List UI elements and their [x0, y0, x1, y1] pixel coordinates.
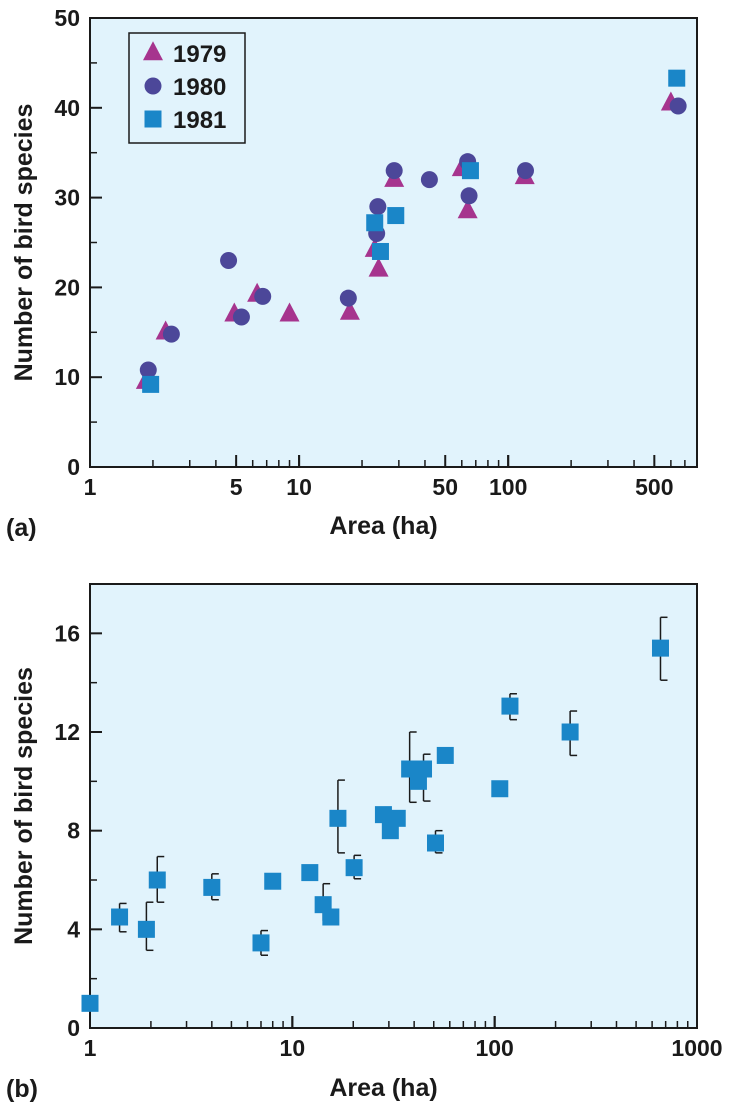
- legend-marker-square: [144, 110, 162, 128]
- data-point-circle: [232, 308, 250, 326]
- data-point-square: [81, 994, 99, 1012]
- panel-b-plot-area: [89, 583, 698, 1029]
- panel-a-ticks: [89, 17, 698, 468]
- legend-marker-circle: [144, 77, 162, 95]
- legend-label: 1979: [173, 41, 226, 68]
- data-point-triangle: [457, 199, 478, 219]
- data-point-square: [436, 746, 454, 764]
- y-tick-label: 0: [67, 454, 80, 480]
- data-point-circle: [516, 162, 534, 180]
- panel-a-points: [135, 69, 687, 393]
- panel-a-label: (a): [6, 514, 37, 542]
- y-tick-label: 20: [54, 274, 80, 300]
- data-point-square: [148, 871, 166, 889]
- data-point-square: [374, 806, 392, 824]
- data-point-square: [651, 639, 669, 657]
- panel-b-x-axis-title: Area (ha): [329, 1074, 437, 1102]
- data-point-square: [415, 760, 433, 778]
- data-point-triangle: [279, 302, 300, 322]
- data-point-circle: [139, 361, 157, 379]
- x-tick-label: 1: [84, 1035, 97, 1061]
- data-point-square: [388, 809, 406, 827]
- data-point-square: [366, 214, 384, 232]
- data-point-square: [203, 878, 221, 896]
- data-point-square: [426, 834, 444, 852]
- data-point-square: [501, 697, 519, 715]
- data-point-circle: [220, 251, 238, 269]
- legend-label: 1980: [173, 74, 226, 101]
- data-point-square: [491, 780, 509, 798]
- x-tick-label: 10: [280, 1035, 306, 1061]
- data-point-square: [264, 872, 282, 890]
- data-point-square: [668, 69, 686, 87]
- panel-a: 0 10 20 30 40 50 1 5 10 50 100 500 1979 1980 1981 Num…: [6, 5, 698, 542]
- data-point-square: [345, 859, 363, 877]
- data-point-square: [561, 723, 579, 741]
- x-tick-label: 1: [84, 474, 97, 500]
- y-tick-label: 8: [67, 818, 80, 844]
- panel-b-ticks: [89, 632, 698, 1029]
- y-tick-label: 10: [54, 364, 80, 390]
- x-tick-label: 10: [286, 474, 312, 500]
- data-point-circle: [420, 171, 438, 189]
- legend-marker-triangle: [143, 41, 163, 61]
- data-point-triangle: [339, 300, 360, 320]
- data-point-triangle: [368, 257, 389, 277]
- data-point-circle: [254, 287, 272, 305]
- panel-a-y-axis-title: Number of bird species: [10, 104, 38, 382]
- y-tick-label: 50: [54, 5, 80, 31]
- data-point-square: [329, 809, 347, 827]
- y-tick-label: 30: [54, 185, 80, 211]
- data-point-circle: [339, 289, 357, 307]
- data-point-square: [322, 908, 340, 926]
- panel-a-tick-labels: 0 10 20 30 40 50 1 5 10 50 100 500: [54, 5, 673, 500]
- data-point-circle: [385, 162, 403, 180]
- data-point-circle: [369, 198, 387, 216]
- panel-b: 0 4 8 12 16 1 10 100 1000 Number of bird species…: [6, 583, 723, 1103]
- x-tick-label: 1000: [671, 1035, 722, 1061]
- x-tick-label: 500: [635, 474, 673, 500]
- data-point-square: [301, 864, 319, 882]
- data-point-circle: [460, 187, 478, 205]
- y-tick-label: 40: [54, 95, 80, 121]
- x-tick-label: 100: [475, 1035, 513, 1061]
- data-point-square: [387, 207, 405, 225]
- panel-b-label: (b): [6, 1075, 38, 1103]
- panel-a-legend: 1979 1980 1981: [128, 32, 246, 144]
- data-point-square: [111, 908, 129, 926]
- y-tick-label: 16: [54, 620, 80, 646]
- data-point-circle: [162, 325, 180, 343]
- data-point-square: [371, 242, 389, 260]
- data-point-square: [137, 920, 155, 938]
- x-tick-label: 5: [230, 474, 243, 500]
- data-point-square: [252, 934, 270, 952]
- x-tick-label: 100: [489, 474, 527, 500]
- panel-b-points: [81, 639, 669, 1012]
- panel-b-y-axis-title: Number of bird species: [10, 667, 38, 945]
- data-point-circle: [669, 97, 687, 115]
- panel-a-x-axis-title: Area (ha): [329, 512, 437, 540]
- y-tick-label: 4: [67, 916, 80, 942]
- legend-label: 1981: [173, 107, 226, 134]
- x-tick-label: 50: [432, 474, 458, 500]
- y-tick-label: 0: [67, 1015, 80, 1041]
- data-point-square: [142, 375, 160, 393]
- y-tick-label: 12: [54, 719, 80, 745]
- panel-b-tick-labels: 0 4 8 12 16 1 10 100 1000: [54, 620, 722, 1061]
- data-point-square: [461, 162, 479, 180]
